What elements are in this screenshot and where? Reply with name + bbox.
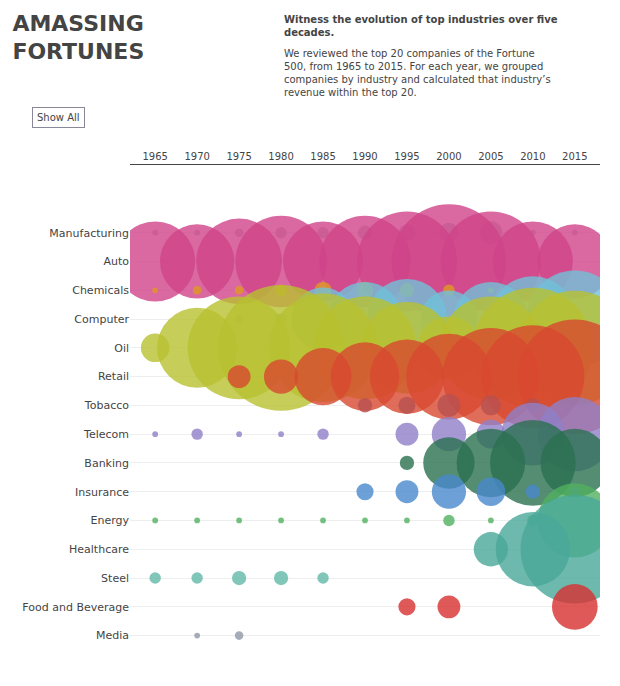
svg-text:2005: 2005 — [478, 151, 503, 162]
svg-text:Retail: Retail — [98, 370, 129, 383]
svg-text:Insurance: Insurance — [75, 486, 129, 499]
svg-text:1975: 1975 — [226, 151, 251, 162]
svg-text:1980: 1980 — [268, 151, 293, 162]
svg-text:2010: 2010 — [520, 151, 545, 162]
svg-text:Oil: Oil — [114, 342, 129, 355]
svg-text:Witness the evolution of top i: Witness the evolution of top industries … — [284, 14, 558, 38]
svg-text:Show All: Show All — [37, 112, 80, 123]
svg-text:Media: Media — [96, 629, 129, 642]
svg-text:2000: 2000 — [436, 151, 461, 162]
svg-text:We reviewed the top 20 compani: We reviewed the top 20 companies of the … — [284, 48, 551, 98]
svg-text:1990: 1990 — [352, 151, 377, 162]
svg-text:1985: 1985 — [310, 151, 335, 162]
svg-text:Tobacco: Tobacco — [84, 399, 129, 412]
svg-text:1995: 1995 — [394, 151, 419, 162]
svg-text:Chemicals: Chemicals — [72, 284, 129, 297]
svg-text:Banking: Banking — [84, 457, 129, 470]
svg-text:Healthcare: Healthcare — [69, 543, 129, 556]
svg-text:Auto: Auto — [103, 255, 129, 268]
svg-text:Food and Beverage: Food and Beverage — [22, 601, 129, 614]
svg-text:1965: 1965 — [142, 151, 167, 162]
svg-text:1970: 1970 — [184, 151, 209, 162]
svg-text:Computer: Computer — [74, 313, 129, 326]
svg-text:Steel: Steel — [101, 572, 129, 585]
svg-text:2015: 2015 — [562, 151, 587, 162]
svg-text:Energy: Energy — [90, 514, 129, 527]
svg-text:Telecom: Telecom — [83, 428, 129, 441]
svg-text:Manufacturing: Manufacturing — [49, 227, 129, 240]
svg-text:AMASSINGFORTUNES: AMASSINGFORTUNES — [12, 11, 144, 65]
